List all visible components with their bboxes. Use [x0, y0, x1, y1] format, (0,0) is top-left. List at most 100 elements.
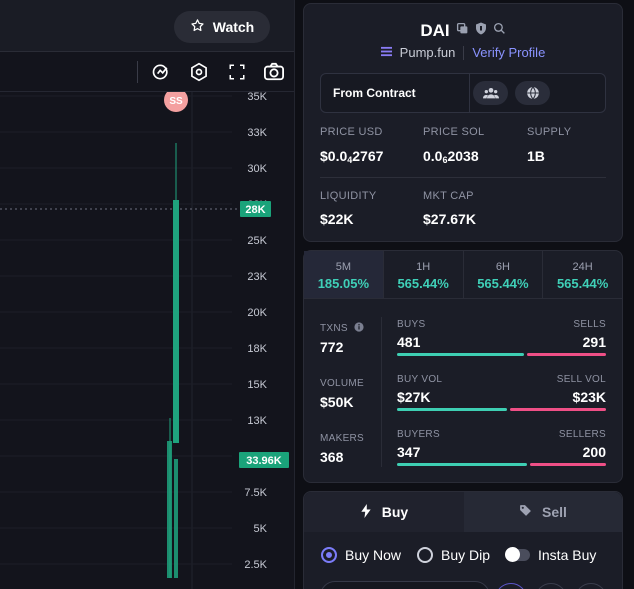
chart-header: Watch: [0, 0, 294, 52]
last-price-tag: 28K: [245, 204, 265, 216]
txns-value: 772: [320, 339, 344, 355]
option-insta-buy[interactable]: Insta Buy: [505, 547, 597, 563]
makers-value: 368: [320, 449, 344, 465]
buys-label: BUYS: [397, 319, 426, 330]
y-axis-label: 5K: [254, 523, 268, 535]
tab-sell[interactable]: Sell: [464, 492, 622, 532]
y-axis-label: 15K: [247, 379, 267, 391]
watch-button[interactable]: Watch: [174, 11, 270, 43]
sells-bar: [527, 353, 606, 356]
lightning-icon: [360, 503, 372, 521]
tab-sell-label: Sell: [542, 504, 567, 520]
liquidity-value: $22K: [320, 211, 354, 227]
buyers-label: BUYERS: [397, 429, 440, 440]
mktcap-value: $27.67K: [423, 211, 476, 227]
insta-buy-toggle[interactable]: [505, 547, 530, 562]
makers-label: MAKERS: [320, 433, 365, 444]
option-buy-dip[interactable]: Buy Dip: [417, 547, 490, 563]
trade-card: Buy Sell Buy Now Buy Dip Insta Buy: [303, 491, 623, 589]
volume-tag-bg: [239, 452, 289, 468]
indicator-icon[interactable]: [149, 60, 173, 84]
radio-selected: [321, 547, 337, 563]
watch-label: Watch: [212, 19, 255, 35]
supply-value: 1B: [527, 148, 545, 164]
y-axis-label: 20K: [247, 307, 267, 319]
buys-bar: [397, 353, 524, 356]
community-icon[interactable]: [473, 81, 508, 105]
divider: [469, 74, 470, 112]
buy-now-label: Buy Now: [345, 547, 402, 563]
tab-buy[interactable]: Buy: [304, 492, 464, 532]
y-axis-label: 30K: [247, 163, 267, 175]
tab-24h[interactable]: 24H 565.44%: [556, 261, 609, 291]
sellers-bar: [530, 463, 606, 466]
trade-marker: [164, 92, 188, 112]
buy-vol-label: BUY VOL: [397, 374, 443, 385]
preset-button[interactable]: [495, 583, 527, 589]
divider: [463, 45, 465, 60]
y-axis-label: 25K: [247, 235, 267, 247]
search-icon[interactable]: [493, 22, 506, 40]
candle-body: [173, 200, 179, 443]
price-usd-value: $0.042767: [320, 148, 384, 165]
platform-label[interactable]: Pump.fun: [399, 45, 456, 60]
volume-bar: [167, 441, 172, 578]
option-buy-now[interactable]: Buy Now: [321, 547, 401, 563]
price-sol-value: 0.062038: [423, 148, 479, 165]
settings-hex-icon[interactable]: [187, 60, 211, 84]
token-subline: Pump.fun Verify Profile: [304, 45, 622, 60]
amount-input[interactable]: [320, 581, 490, 589]
tab-buy-label: Buy: [381, 504, 409, 520]
price-chart[interactable]: 35K33K30K28K25K23K20K18K15K13K10K7.5K5K2…: [0, 92, 295, 589]
buyers-value: 347: [397, 444, 421, 460]
tab-1h[interactable]: 1H 565.44%: [384, 251, 464, 298]
mktcap-label: MKT CAP: [423, 190, 474, 202]
volume-bar: [174, 459, 178, 578]
camera-icon[interactable]: [262, 60, 286, 84]
verify-profile-link[interactable]: Verify Profile: [472, 45, 546, 60]
fullscreen-icon[interactable]: [225, 60, 249, 84]
y-axis-label: 2.5K: [244, 559, 267, 571]
supply-label: SUPPLY: [527, 126, 572, 138]
volume-tag: 33.96K: [246, 455, 282, 467]
tab-5m[interactable]: 5M 185.05%: [304, 251, 384, 298]
info-icon[interactable]: [354, 322, 364, 335]
price-usd-label: PRICE USD: [320, 126, 383, 138]
pumpfun-icon: [380, 45, 392, 60]
sell-vol-bar: [510, 408, 606, 411]
y-axis-label: 18K: [247, 343, 267, 355]
copy-icon[interactable]: [456, 22, 469, 40]
divider: [320, 177, 606, 178]
volume-value: $50K: [320, 394, 354, 410]
tab-6h[interactable]: 6H 565.44%: [464, 251, 544, 298]
sellers-label: SELLERS: [558, 429, 606, 440]
chart-panel: Watch 35K33K30K28K25K23K20K18K15K13K10K7…: [0, 0, 295, 589]
last-price-tag-bg: [240, 201, 271, 217]
token-info-card: DAI Pump.fun Verify Profile From Contrac…: [303, 3, 623, 242]
sell-vol-value: $23K: [572, 389, 606, 405]
radio-unselected: [417, 547, 433, 563]
sells-label: SELLS: [573, 319, 606, 330]
price-sol-label: PRICE SOL: [423, 126, 485, 138]
buyers-bar: [397, 463, 527, 466]
divider: [381, 317, 382, 467]
timeframe-tabs: 5M 185.05% 1H 565.44% 6H 565.44% 24H 565…: [304, 251, 622, 299]
shield-icon[interactable]: [475, 22, 487, 40]
buy-vol-value: $27K: [397, 389, 431, 405]
volume-label: VOLUME: [320, 378, 365, 389]
trade-stats-card: 5M 185.05% 1H 565.44% 6H 565.44% 24H 565…: [303, 250, 623, 483]
insta-buy-label: Insta Buy: [538, 547, 597, 563]
source-box: From Contract: [320, 73, 606, 113]
txns-label: TXNS: [320, 322, 364, 335]
toolbar-divider: [137, 61, 138, 83]
sell-vol-label: SELL VOL: [556, 374, 606, 385]
preset-button[interactable]: [575, 583, 607, 589]
sells-value: 291: [582, 334, 606, 350]
y-axis-label: 7.5K: [244, 487, 267, 499]
y-axis-label: 13K: [247, 415, 267, 427]
liquidity-label: LIQUIDITY: [320, 190, 377, 202]
y-axis-label: 35K: [247, 92, 267, 103]
globe-icon[interactable]: [515, 81, 550, 105]
preset-button[interactable]: [535, 583, 567, 589]
buy-vol-bar: [397, 408, 507, 411]
